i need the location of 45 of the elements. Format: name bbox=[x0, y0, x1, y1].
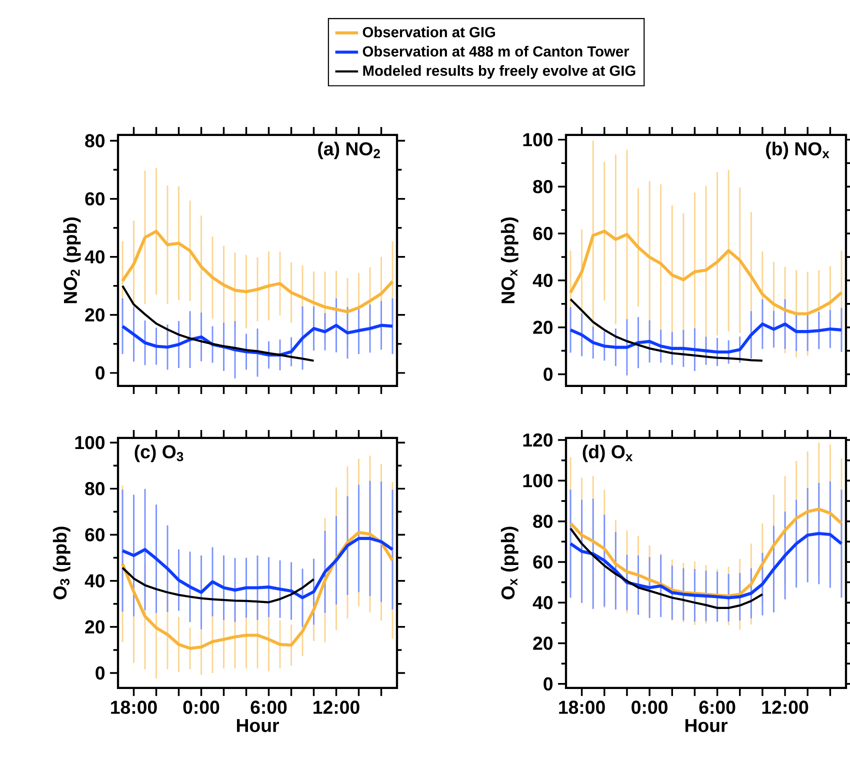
legend-label: Observation at GIG bbox=[362, 26, 496, 38]
chart-title: (c) O$_{3}$ bbox=[134, 444, 184, 462]
y-tick-label: 80 bbox=[85, 134, 105, 148]
chart-title: (a) NO$_{2}$ bbox=[318, 142, 380, 160]
y-tick-label: 100 bbox=[75, 436, 105, 450]
y-tick-label: 40 bbox=[84, 250, 105, 264]
x-axis-title: Hour bbox=[685, 719, 728, 732]
y-tick-label: 20 bbox=[85, 620, 105, 634]
y-tick-label: 20 bbox=[533, 320, 553, 334]
legend-label: Modeled results by freely evolve at GIG bbox=[363, 65, 636, 79]
y-axis-title: O$_{x}$ (ppb) bbox=[500, 526, 518, 600]
y-tick-label: 0 bbox=[544, 368, 553, 381]
x-axis-title: Hour bbox=[236, 719, 279, 732]
y-tick-label: 80 bbox=[533, 514, 553, 528]
y-tick-label: 60 bbox=[85, 528, 105, 542]
y-tick-label: 120 bbox=[523, 433, 553, 447]
y-tick-label: 80 bbox=[533, 180, 553, 194]
y-tick-label: 40 bbox=[84, 574, 105, 588]
y-tick-label: 20 bbox=[85, 308, 105, 322]
y-tick-label: 80 bbox=[85, 482, 105, 496]
y-tick-label: 100 bbox=[523, 474, 553, 488]
y-tick-label: 60 bbox=[533, 226, 553, 240]
y-tick-label: 40 bbox=[532, 596, 553, 610]
x-tick-label: 0:00 bbox=[183, 700, 220, 714]
y-tick-label: 60 bbox=[85, 192, 105, 206]
x-tick-label: 6:00 bbox=[250, 700, 287, 714]
y-tick-label: 60 bbox=[533, 555, 553, 569]
y-axis-title: NO$_{x}$ (ppb) bbox=[500, 218, 518, 304]
legend-label: Observation at 488 m of Canton Tower bbox=[362, 46, 630, 57]
y-tick-label: 20 bbox=[533, 636, 553, 650]
x-tick-label: 0:00 bbox=[632, 700, 668, 714]
chart-title: (b) NO$_{x}$ bbox=[766, 142, 830, 160]
y-tick-label: 100 bbox=[523, 133, 553, 146]
x-tick-label: 12:00 bbox=[762, 700, 808, 714]
x-tick-label: 6:00 bbox=[699, 700, 736, 714]
x-tick-label: 18:00 bbox=[111, 700, 157, 714]
y-tick-label: 0 bbox=[96, 366, 105, 380]
y-axis-title: O$_{3}$ (ppb) bbox=[52, 526, 70, 600]
y-tick-label: 0 bbox=[544, 677, 553, 691]
x-tick-label: 12:00 bbox=[314, 700, 360, 714]
y-axis-title: NO$_{2}$ (ppb) bbox=[63, 218, 81, 304]
x-tick-label: 18:00 bbox=[559, 700, 605, 714]
y-tick-label: 0 bbox=[96, 666, 105, 680]
chart-title: (d) O$_{x}$ bbox=[582, 444, 633, 462]
y-tick-label: 40 bbox=[532, 274, 553, 288]
